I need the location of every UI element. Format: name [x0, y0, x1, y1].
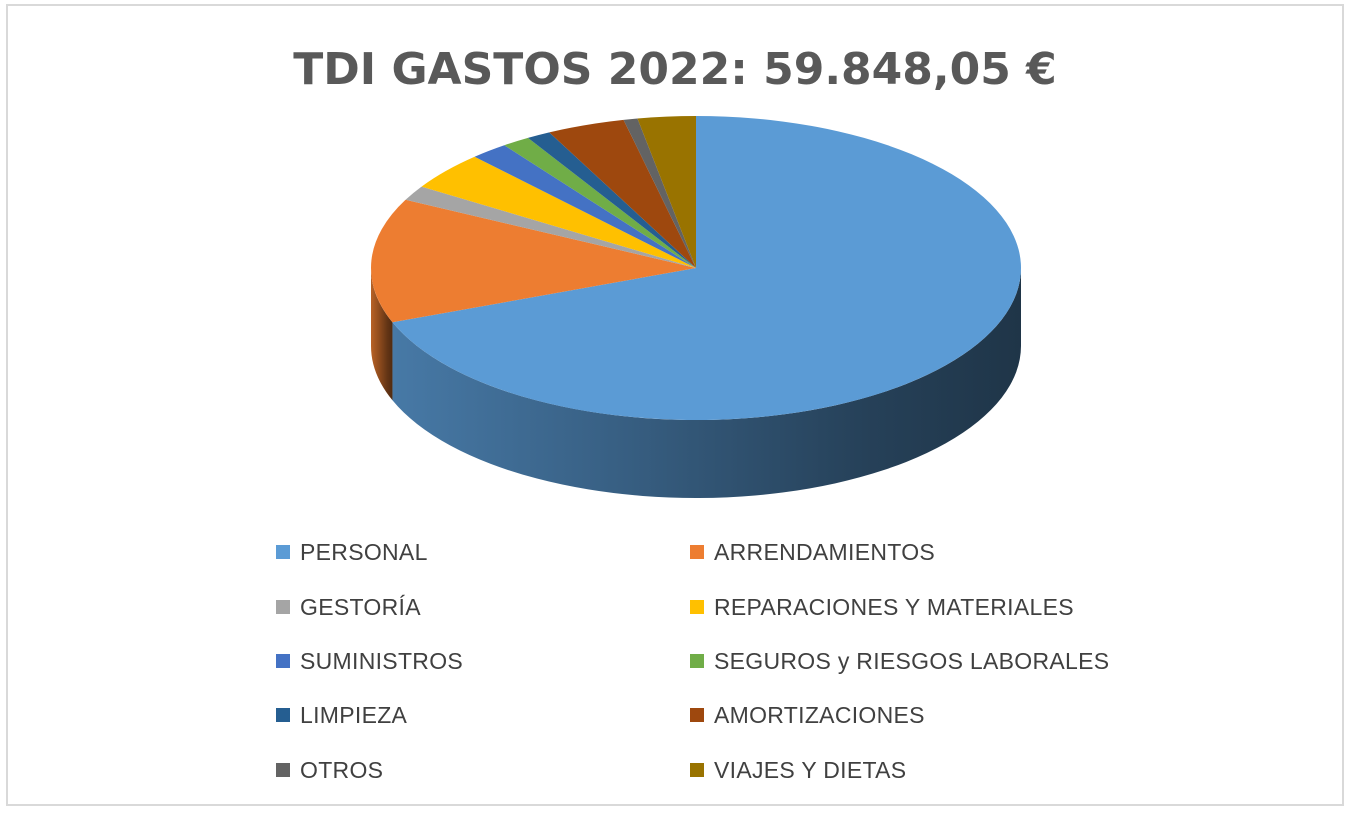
pie-slice-otros — [623, 118, 696, 268]
pie-slice-suministros — [474, 145, 696, 268]
pie-slice-amortizaciones — [549, 119, 696, 268]
pie-slice-limpieza — [527, 132, 696, 268]
pie-slice-arrendamientos — [370, 199, 696, 323]
pie-slice-viajes-y-dietas — [637, 116, 696, 268]
chart-area: TDI GASTOS 2022: 59.848,05 € PERSONAL ARR… — [6, 4, 1344, 806]
pie-slice-personal — [392, 116, 1021, 420]
pie-slice-reparaciones-y-materiales — [421, 156, 696, 268]
pie-slice-gestor-a — [405, 186, 696, 268]
pie-chart — [370, 116, 1021, 499]
chart-title: TDI GASTOS 2022: 59.848,05 € — [293, 44, 1057, 95]
pie-side-personal — [392, 268, 1021, 499]
pie-slice-seguros-y-riesgos-laborales — [504, 137, 696, 268]
pie-side-arrendamientos — [371, 268, 393, 401]
